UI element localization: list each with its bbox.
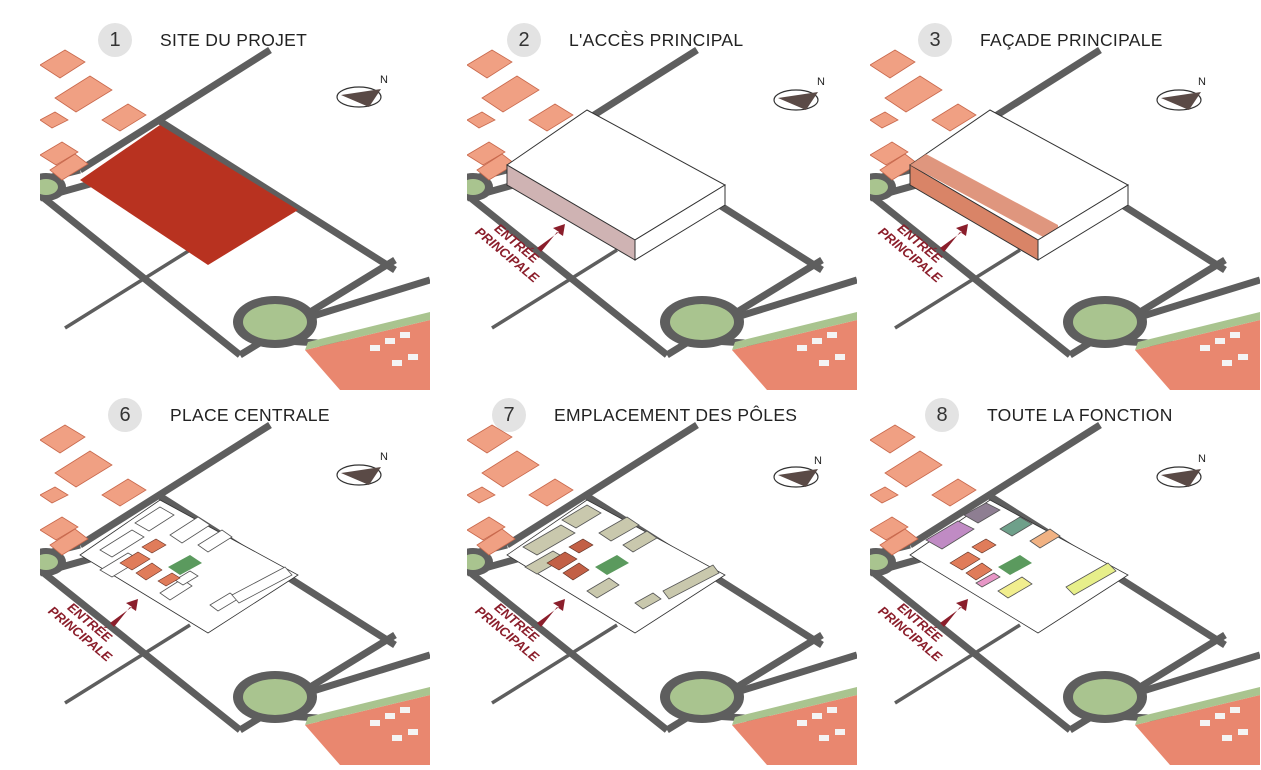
north-arrow-icon <box>1156 89 1202 111</box>
diagram-panel-6: 6 PLACE CENTRALE ENTRÉE PRINCIPALE <box>40 395 430 765</box>
central-place-green <box>595 555 629 575</box>
panel-title: PLACE CENTRALE <box>170 404 330 425</box>
pole-orange <box>1029 528 1061 549</box>
entry-arrow-icon <box>940 599 968 627</box>
central-place-green <box>168 555 202 575</box>
block-right <box>1037 184 1129 261</box>
step-number-badge: 2 <box>507 23 541 57</box>
facade-band <box>910 154 1058 245</box>
site-plan-drawing <box>40 395 430 765</box>
panel-header: 6 PLACE CENTRALE <box>108 395 330 435</box>
site-plan-drawing <box>467 395 857 765</box>
white-buildings <box>99 506 293 612</box>
north-label: N <box>817 76 825 88</box>
step-number-badge: 6 <box>108 398 142 432</box>
pole-purple <box>925 520 975 550</box>
panel-header: 7 EMPLACEMENT DES PÔLES <box>492 395 797 435</box>
entry-arrow-icon <box>537 599 565 627</box>
entry-arrow-icon <box>940 224 968 252</box>
north-label: N <box>1198 76 1206 88</box>
central-cluster <box>949 538 997 581</box>
panel-header: 1 SITE DU PROJET <box>98 20 307 60</box>
north-arrow-icon <box>336 464 382 486</box>
north-arrow-icon <box>773 466 819 488</box>
panel-title: FAÇADE PRINCIPALE <box>980 29 1163 50</box>
north-label: N <box>380 451 388 463</box>
entry-arrow-icon <box>537 224 565 252</box>
central-place-green <box>998 555 1032 575</box>
panel-header: 8 TOUTE LA FONCTION <box>925 395 1173 435</box>
diagram-panel-7: 7 EMPLACEMENT DES PÔLES ENTRÉE PRINCIPAL… <box>467 395 857 765</box>
pole-mauve <box>963 502 1001 524</box>
block-right <box>634 184 726 261</box>
panel-title: SITE DU PROJET <box>160 29 308 50</box>
pole-yellow <box>997 576 1033 599</box>
diagram-panel-3: 3 FAÇADE PRINCIPALE ENTRÉE PRINCIPALE N <box>870 20 1260 390</box>
pole-yellow-green <box>1065 562 1117 596</box>
north-label: N <box>380 74 388 86</box>
site-plan-drawing <box>870 395 1260 765</box>
panel-title: L'ACCÈS PRINCIPAL <box>569 29 744 50</box>
panel-header: 3 FAÇADE PRINCIPALE <box>918 20 1163 60</box>
step-number-badge: 7 <box>492 398 526 432</box>
diagram-panel-2: 2 L'ACCÈS PRINCIPAL ENTRÉE PRINCIPALE N <box>467 20 857 390</box>
panel-title: EMPLACEMENT DES PÔLES <box>554 404 798 425</box>
north-arrow-icon <box>336 86 382 108</box>
central-cluster <box>546 538 594 581</box>
step-number-badge: 3 <box>918 23 952 57</box>
central-cluster <box>119 538 181 587</box>
entry-arrow-icon <box>110 599 138 627</box>
site-plan-drawing <box>870 20 1260 390</box>
step-number-badge: 1 <box>98 23 132 57</box>
site-plan-drawing <box>40 20 430 390</box>
panel-header: 2 L'ACCÈS PRINCIPAL <box>507 20 743 60</box>
pole-teal <box>999 516 1033 537</box>
pole-pink <box>975 572 1001 588</box>
north-label: N <box>814 455 822 467</box>
pole-buildings <box>522 504 720 610</box>
north-label: N <box>1198 453 1206 465</box>
site-plan-drawing <box>467 20 857 390</box>
north-arrow-icon <box>1156 466 1202 488</box>
panel-title: TOUTE LA FONCTION <box>987 404 1173 425</box>
diagram-panel-1: 1 SITE DU PROJET N <box>40 20 430 390</box>
north-arrow-icon <box>773 89 819 111</box>
diagram-panel-8: 8 TOUTE LA FONCTION ENTRÉE PRINCIPALE N <box>870 395 1260 765</box>
step-number-badge: 8 <box>925 398 959 432</box>
project-site-area <box>80 125 298 265</box>
